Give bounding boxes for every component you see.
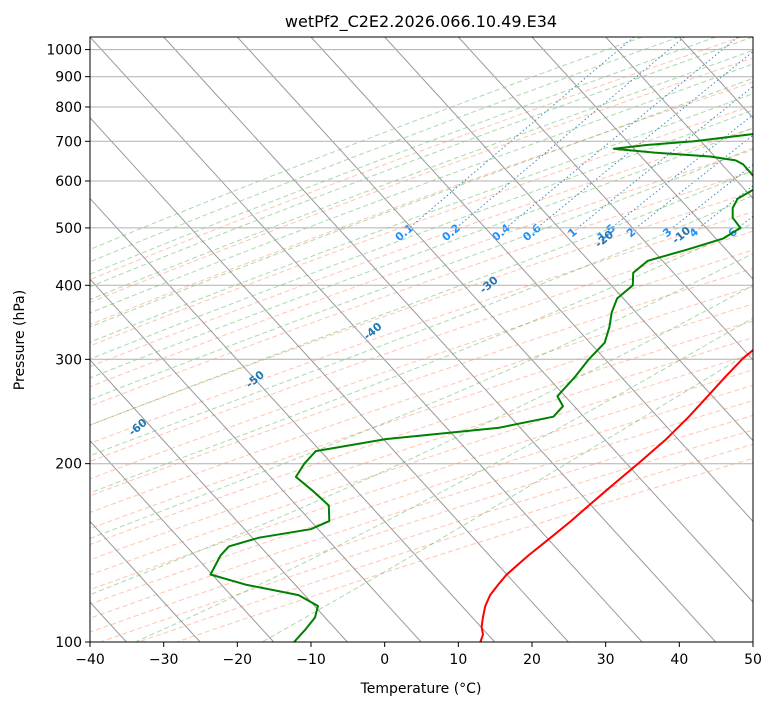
x-tick-label: −20 — [223, 652, 253, 668]
y-axis-label: Pressure (hPa) — [12, 290, 28, 390]
isotherm-line — [752, 37, 753, 38]
y-tick-label: 400 — [55, 278, 82, 294]
isotherm-line — [605, 37, 753, 200]
moist-adiabat-line — [90, 63, 753, 314]
isotherm-line — [90, 117, 569, 642]
moist-adiabat-line — [90, 147, 753, 401]
x-tick-label: −40 — [75, 652, 105, 668]
dry-adiabat-line — [90, 127, 753, 368]
moist-adiabat-line — [90, 49, 753, 301]
isotherm-line — [678, 37, 753, 119]
isotherm-label: -60 — [126, 416, 150, 439]
y-tick-label: 200 — [55, 457, 82, 473]
plot-area: 0.1 0.2 0.4 0.6 1 1.5 2 3 4 6 8-60-50-40-30-20 -10 — [90, 37, 775, 642]
moist-adiabat-line — [135, 317, 753, 642]
moist-adiabat-line — [90, 37, 716, 275]
dry-adiabat-line — [138, 443, 753, 642]
y-tick-label: 1000 — [46, 43, 82, 59]
moist-adiabat-line — [90, 37, 753, 288]
dry-adiabat-line — [90, 170, 753, 407]
moist-adiabat-line — [90, 109, 753, 360]
chart-title: wetPf2_C2E2.2026.066.10.49.E34 — [285, 12, 557, 32]
x-tick-label: 30 — [597, 652, 615, 668]
axis-ticks: −40 −30 −20 −10 0 10 20 30 40 50 1000 900 800 700 600 5… — [46, 43, 762, 668]
isotherm-line — [90, 278, 422, 642]
mixing-ratio-label: 0.4 — [490, 221, 514, 244]
dry-adiabat-line — [90, 353, 753, 576]
isotherm-line — [310, 37, 753, 523]
mixing-ratio-line — [409, 37, 635, 229]
mixing-ratio-line — [505, 37, 739, 229]
x-axis-label: Temperature (°C) — [360, 681, 482, 697]
isotherm-line — [90, 197, 496, 642]
moist-adiabat-line — [90, 37, 680, 263]
moist-adiabat-line — [90, 77, 753, 328]
mixing-ratio-line — [672, 163, 753, 229]
isotherm-line — [531, 37, 753, 280]
x-tick-label: 0 — [380, 652, 389, 668]
x-tick-label: −10 — [296, 652, 326, 668]
moist-adiabat-line — [90, 93, 753, 343]
isotherm-line — [163, 37, 717, 642]
isotherm-line — [90, 520, 201, 642]
y-tick-label: 300 — [55, 352, 82, 368]
dry-adiabat-line — [90, 191, 753, 426]
moist-adiabat-line — [90, 195, 753, 457]
x-tick-label: 50 — [744, 652, 762, 668]
plot-frame — [89, 36, 754, 643]
dry-adiabat-line — [90, 369, 753, 591]
mixing-ratio-line — [455, 37, 685, 229]
y-tick-label: 500 — [55, 221, 82, 237]
temperature-profile-line — [479, 348, 753, 642]
isotherm-line — [90, 439, 275, 642]
isotherm-label: -40 — [361, 320, 385, 343]
isotherm-line — [384, 37, 753, 442]
isotherm-line — [236, 37, 753, 603]
y-tick-label: 900 — [55, 70, 82, 86]
moist-adiabat-line — [90, 222, 753, 494]
dry-adiabat-line — [100, 429, 753, 642]
dry-adiabat-line — [90, 384, 753, 605]
dry-adiabat-line — [90, 414, 753, 633]
isotherm-label: -50 — [243, 368, 267, 391]
isotherm-line — [90, 359, 348, 642]
dewpoint-profile-line — [209, 133, 753, 642]
moist-adiabat-line — [90, 169, 753, 426]
moist-adiabat-line — [90, 127, 753, 379]
mixing-ratio-line — [611, 114, 753, 229]
mixing-ratio-line — [536, 50, 753, 229]
x-tick-label: 40 — [670, 652, 688, 668]
moist-adiabat-line — [261, 349, 753, 642]
dry-adiabat-line — [90, 400, 753, 619]
dry-adiabat-line — [90, 37, 742, 281]
y-tick-label: 100 — [55, 635, 82, 651]
moist-adiabat-line — [90, 37, 643, 250]
y-tick-label: 800 — [55, 100, 82, 116]
mixing-ratio-line — [766, 37, 775, 228]
mixing-ratio-label: 8 — [754, 225, 768, 240]
mixing-ratio-line — [577, 85, 753, 229]
y-tick-label: 600 — [55, 174, 82, 190]
x-tick-label: 10 — [449, 652, 467, 668]
isotherm-line — [90, 37, 643, 642]
dry-adiabat-line — [90, 57, 753, 304]
x-tick-label: 20 — [523, 652, 541, 668]
y-tick-label: 700 — [55, 134, 82, 150]
isotherm-line — [457, 37, 753, 361]
dry-adiabat-line — [90, 104, 753, 347]
x-tick-label: −30 — [149, 652, 179, 668]
